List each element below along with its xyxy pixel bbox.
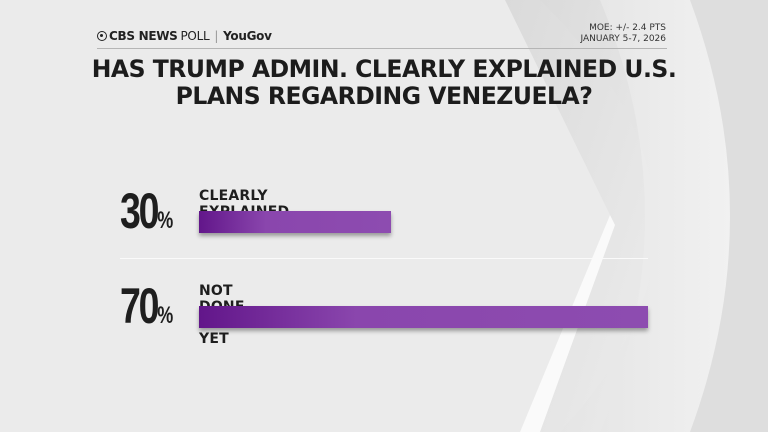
percent-sign: % [157,207,174,234]
logo-header: CBS NEWS POLL | YouGov [97,29,272,43]
brand-suffix: POLL [180,29,210,43]
poll-meta: MOE: +/- 2.4 PTS JANUARY 5-7, 2026 [581,23,667,45]
brand: CBS NEWS [109,29,178,43]
header-rule [97,48,667,49]
bar [199,306,648,328]
dates: JANUARY 5-7, 2026 [580,34,667,44]
bar [199,211,392,233]
row-divider [120,258,648,259]
partner: YouGov [223,29,272,43]
separator: | [214,29,219,43]
moe: MOE: +/- 2.4 PTS [589,23,666,33]
chart-title: HAS TRUMP ADMIN. CLEARLY EXPLAINED U.S. … [91,55,677,110]
percent-sign: % [157,302,174,329]
value-label: 30% [120,183,174,239]
cbs-eye-icon [97,31,107,41]
value-label: 70% [120,278,174,334]
